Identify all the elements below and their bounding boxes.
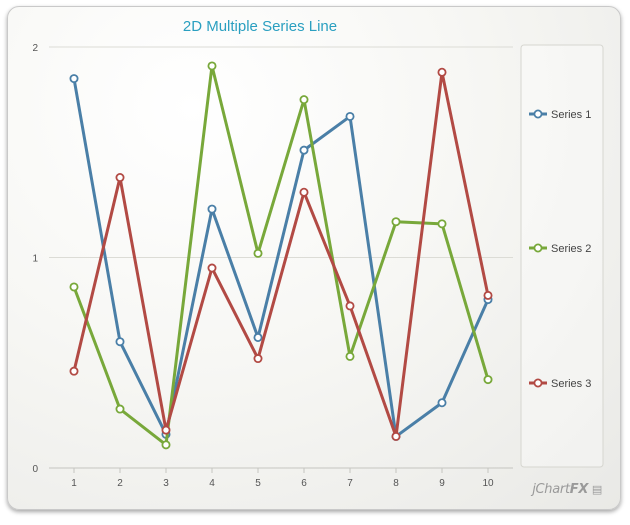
data-point (437, 398, 447, 408)
data-point (483, 290, 493, 300)
series-line (72, 77, 490, 438)
data-point (207, 263, 217, 273)
data-point (345, 111, 355, 121)
data-point (253, 332, 263, 342)
data-point (437, 67, 447, 77)
legend-label: Series 1 (551, 109, 591, 121)
y-tick-label: 2 (32, 43, 38, 54)
x-tick-label: 3 (163, 478, 169, 489)
data-point (253, 248, 263, 258)
legend-swatch-marker (533, 378, 543, 388)
legend-box (520, 44, 604, 468)
y-tick-label: 1 (32, 254, 38, 265)
x-tick-label: 2 (117, 478, 123, 489)
data-point (437, 219, 447, 229)
data-point (207, 61, 217, 71)
x-tick-label: 10 (482, 478, 494, 489)
x-tick-label: 9 (439, 478, 445, 489)
x-tick-label: 5 (255, 478, 261, 489)
data-point (391, 217, 401, 227)
data-point (115, 173, 125, 183)
x-tick-label: 7 (347, 478, 353, 489)
data-point (483, 375, 493, 385)
brand-text-b: FX (569, 482, 589, 497)
series-line (72, 64, 490, 447)
data-point (115, 404, 125, 414)
data-point (391, 431, 401, 441)
data-point (69, 74, 79, 84)
series-line (72, 70, 490, 438)
data-point (299, 145, 309, 155)
x-tick-label: 1 (71, 478, 77, 489)
jchartfx-logo: jChartFX ▤ (532, 482, 602, 497)
chart-frame: 2D Multiple Series Line 0 1 2 1 2 3 4 5 6 7 8 9 10 Ser… (7, 6, 621, 510)
legend-label: Series 3 (551, 378, 591, 390)
data-point (115, 337, 125, 347)
data-point (345, 301, 355, 311)
x-tick-label: 6 (301, 478, 307, 489)
chart-logo-icon: ▤ (591, 483, 602, 496)
data-point (69, 366, 79, 376)
data-point (207, 204, 217, 214)
data-point (161, 440, 171, 450)
data-point (299, 187, 309, 197)
data-point (161, 425, 171, 435)
line-chart: 2D Multiple Series Line 0 1 2 1 2 3 4 5 6 7 8 9 10 Ser… (32, 18, 604, 489)
data-point (253, 354, 263, 364)
y-tick-label: 0 (32, 464, 38, 475)
data-point (69, 282, 79, 292)
legend-swatch-marker (533, 109, 543, 119)
x-tick-label: 4 (209, 478, 215, 489)
legend-label: Series 2 (551, 243, 591, 255)
x-tick-label: 8 (393, 478, 399, 489)
chart-title: 2D Multiple Series Line (183, 18, 337, 35)
brand-text-a: jChart (532, 482, 570, 497)
data-point (299, 95, 309, 105)
legend-swatch-marker (533, 243, 543, 253)
data-point (345, 351, 355, 361)
